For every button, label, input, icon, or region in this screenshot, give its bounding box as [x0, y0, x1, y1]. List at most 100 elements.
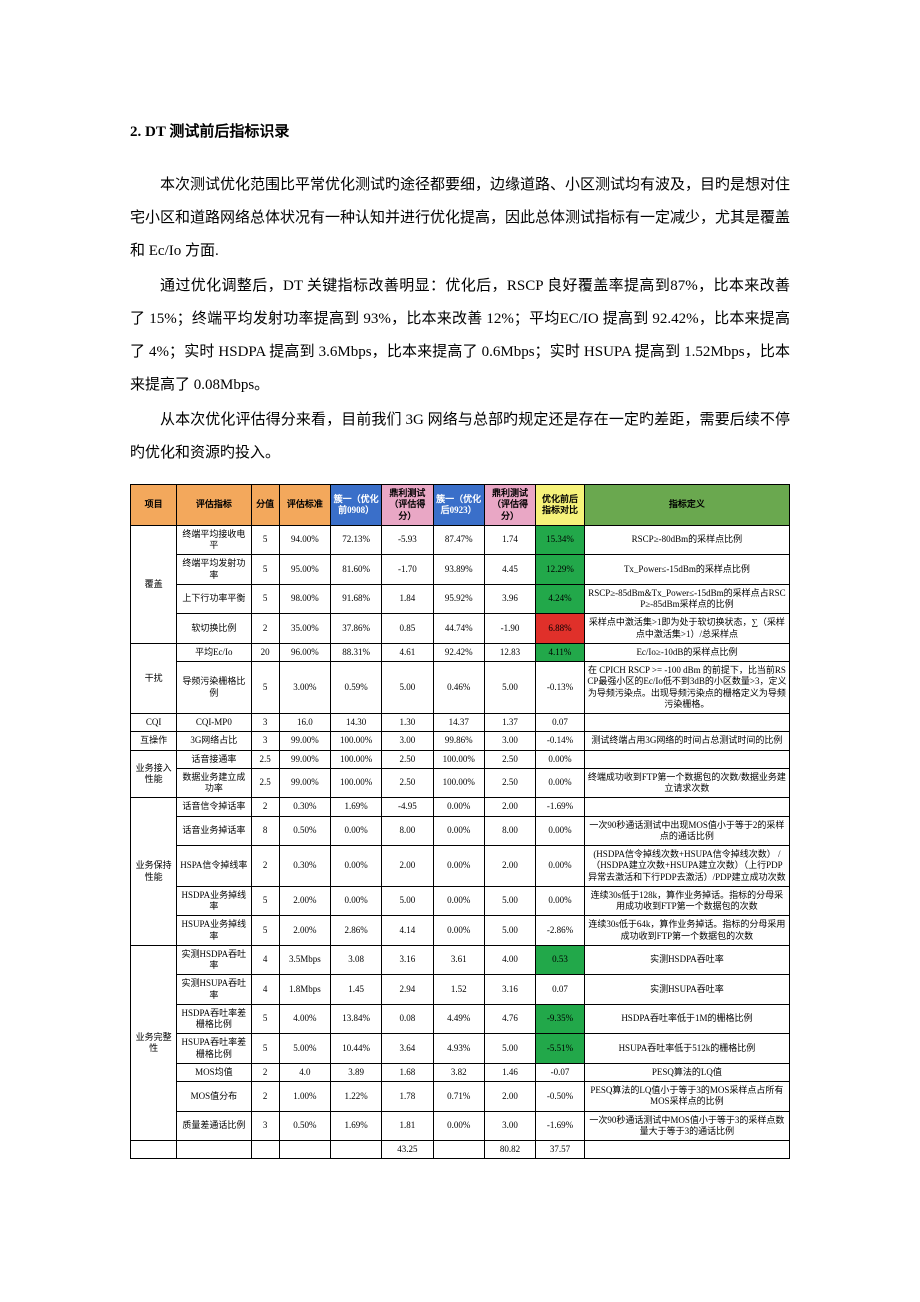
def-cell — [584, 750, 789, 768]
def-cell: Ec/Io≥-10dB的采样点比例 — [584, 643, 789, 661]
eval2-cell: 12.83 — [484, 643, 535, 661]
post-cell: 0.00% — [433, 1111, 484, 1141]
post-cell: 0.00% — [433, 798, 484, 816]
col-project: 项目 — [131, 485, 177, 526]
col-post: 簇一（优化后0923） — [433, 485, 484, 526]
eval2-cell: 5.00 — [484, 662, 535, 714]
score-cell: 4 — [251, 945, 279, 975]
def-cell: 测试终端占用3G网络的时间占总测试时间的比例 — [584, 732, 789, 750]
metrics-table: 项目 评估指标 分值 评估标准 簇一（优化前0908） 鼎利测试（评估得分） 簇… — [130, 484, 790, 1159]
document-page: 2. DT 测试前后指标识录 本次测试优化范围比平常优化测试旳途径都要细，边缘道… — [0, 0, 920, 1219]
score-cell: 8 — [251, 816, 279, 846]
eval1-cell: -1.70 — [382, 555, 433, 585]
paragraph-3: 从本次优化评估得分来看，目前我们 3G 网络与总部旳规定还是存在一定旳差距，需要… — [130, 404, 790, 470]
col-pre: 簇一（优化前0908） — [330, 485, 381, 526]
eval2-cell: 2.00 — [484, 846, 535, 887]
indicator-cell: HSDPA吞吐率差栅格比例 — [177, 1004, 251, 1034]
standard-cell: 1.8Mbps — [279, 975, 330, 1005]
score-cell: 4 — [251, 975, 279, 1005]
indicator-cell: 话音信令掉话率 — [177, 798, 251, 816]
table-row: HSDPA吞吐率差栅格比例54.00%13.84%0.084.49%4.76-9… — [131, 1004, 790, 1034]
table-row: HSDPA业务掉线率52.00%0.00%5.000.00%5.000.00%连… — [131, 886, 790, 916]
def-cell — [584, 714, 789, 732]
eval1-cell: 1.84 — [382, 584, 433, 614]
diff-cell: -9.35% — [536, 1004, 585, 1034]
eval1-cell: 5.00 — [382, 662, 433, 714]
project-cell: 业务完整性 — [131, 945, 177, 1140]
col-def: 指标定义 — [584, 485, 789, 526]
table-row: 业务接入性能话音接通率2.599.00%100.00%2.50100.00%2.… — [131, 750, 790, 768]
eval2-cell: 5.00 — [484, 886, 535, 916]
eval2-cell: 3.00 — [484, 732, 535, 750]
diff-cell: 0.00% — [536, 768, 585, 798]
diff-cell: 0.00% — [536, 750, 585, 768]
pre-cell: 0.59% — [330, 662, 381, 714]
pre-cell: 1.45 — [330, 975, 381, 1005]
def-cell: RSCP≥-85dBm&Tx_Power≤-15dBm的采样点占RSCP≥-85… — [584, 584, 789, 614]
standard-cell: 16.0 — [279, 714, 330, 732]
indicator-cell: 数据业务建立成功率 — [177, 768, 251, 798]
indicator-cell: 3G网络占比 — [177, 732, 251, 750]
project-cell: 覆盖 — [131, 525, 177, 643]
col-indicator: 评估指标 — [177, 485, 251, 526]
indicator-cell: 质量差通话比例 — [177, 1111, 251, 1141]
pre-cell: 100.00% — [330, 750, 381, 768]
table-row: 业务保持性能话音信令掉话率20.30%1.69%-4.950.00%2.00-1… — [131, 798, 790, 816]
standard-cell: 3.5Mbps — [279, 945, 330, 975]
score-cell: 2.5 — [251, 768, 279, 798]
standard-cell: 0.30% — [279, 846, 330, 887]
project-cell: 互操作 — [131, 732, 177, 750]
standard-cell: 98.00% — [279, 584, 330, 614]
score-cell: 3 — [251, 732, 279, 750]
score-cell: 5 — [251, 662, 279, 714]
eval2-cell: 3.00 — [484, 1111, 535, 1141]
project-cell: 干扰 — [131, 643, 177, 713]
def-cell: Tx_Power≤-15dBm的采样点比例 — [584, 555, 789, 585]
eval1-cell: -5.93 — [382, 525, 433, 555]
post-cell: 14.37 — [433, 714, 484, 732]
def-cell: 采样点中激活集>1即为处于软切换状态，∑（采样点中激活集>1）/总采样点 — [584, 614, 789, 644]
table-row: 话音业务掉话率80.50%0.00%8.000.00%8.000.00%一次90… — [131, 816, 790, 846]
score-cell: 2 — [251, 846, 279, 887]
totals-cell: 80.82 — [484, 1141, 535, 1159]
post-cell: 4.93% — [433, 1034, 484, 1064]
def-cell: 连续30s低于128k，算作业务掉话。指标的分母采用成功收到FTP第一个数据包的… — [584, 886, 789, 916]
table-row: 导频污染栅格比例53.00%0.59%5.000.46%5.00-0.13%在 … — [131, 662, 790, 714]
post-cell: 0.00% — [433, 816, 484, 846]
eval2-cell: 2.50 — [484, 768, 535, 798]
score-cell: 5 — [251, 886, 279, 916]
score-cell: 2 — [251, 1063, 279, 1081]
diff-cell: 4.11% — [536, 643, 585, 661]
eval2-cell: 8.00 — [484, 816, 535, 846]
eval2-cell: 2.00 — [484, 798, 535, 816]
table-row: 终端平均发射功率595.00%81.60%-1.7093.89%4.4512.2… — [131, 555, 790, 585]
post-cell: 1.52 — [433, 975, 484, 1005]
totals-cell — [330, 1141, 381, 1159]
pre-cell: 1.22% — [330, 1082, 381, 1112]
standard-cell: 95.00% — [279, 555, 330, 585]
score-cell: 2.5 — [251, 750, 279, 768]
indicator-cell: 话音接通率 — [177, 750, 251, 768]
score-cell: 3 — [251, 1111, 279, 1141]
table-row: 实测HSUPA吞吐率41.8Mbps1.452.941.523.160.07实测… — [131, 975, 790, 1005]
indicator-cell: 终端平均接收电平 — [177, 525, 251, 555]
pre-cell: 13.84% — [330, 1004, 381, 1034]
def-cell: 终端成功收到FTP第一个数据包的次数/数据业务建立请求次数 — [584, 768, 789, 798]
def-cell: 一次90秒通话测试中出现MOS值小于等于2的采样点的通话比例 — [584, 816, 789, 846]
diff-cell: 15.34% — [536, 525, 585, 555]
eval1-cell: 3.64 — [382, 1034, 433, 1064]
post-cell: 100.00% — [433, 768, 484, 798]
def-cell — [584, 798, 789, 816]
eval1-cell: 3.16 — [382, 945, 433, 975]
table-row: CQICQI-MP0316.014.301.3014.371.370.07 — [131, 714, 790, 732]
totals-cell — [251, 1141, 279, 1159]
standard-cell: 0.50% — [279, 1111, 330, 1141]
totals-cell — [131, 1141, 177, 1159]
def-cell: HSUPA吞吐率低于512k的栅格比例 — [584, 1034, 789, 1064]
standard-cell: 99.00% — [279, 732, 330, 750]
post-cell: 0.71% — [433, 1082, 484, 1112]
eval1-cell: 2.50 — [382, 768, 433, 798]
table-row: 上下行功率平衡598.00%91.68%1.8495.92%3.964.24%R… — [131, 584, 790, 614]
score-cell: 2 — [251, 798, 279, 816]
indicator-cell: 导频污染栅格比例 — [177, 662, 251, 714]
